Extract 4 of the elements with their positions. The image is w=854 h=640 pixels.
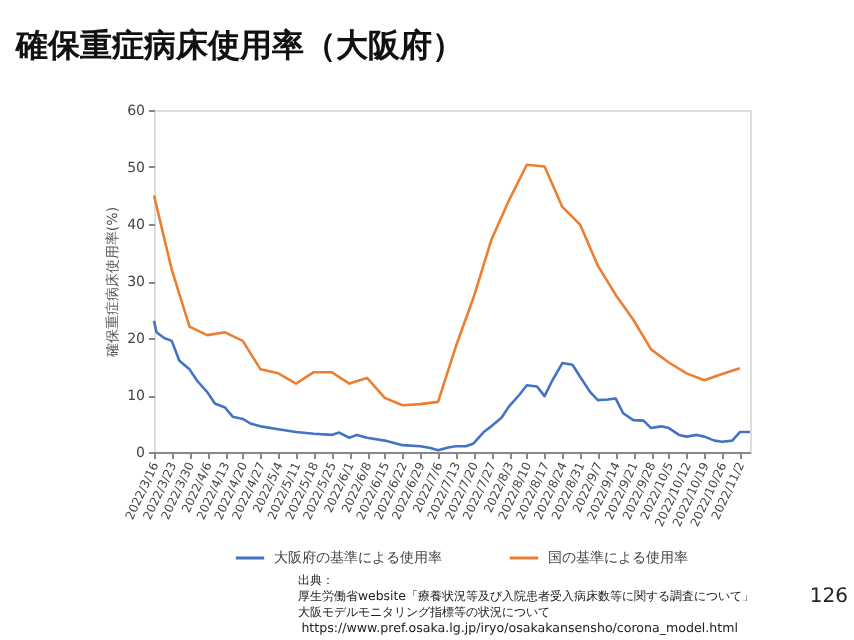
chart-title: 確保重症病床使用率（大阪府） [14, 26, 464, 64]
line-series [152, 319, 752, 452]
text: 126 [809, 586, 848, 608]
line-series [152, 163, 742, 407]
